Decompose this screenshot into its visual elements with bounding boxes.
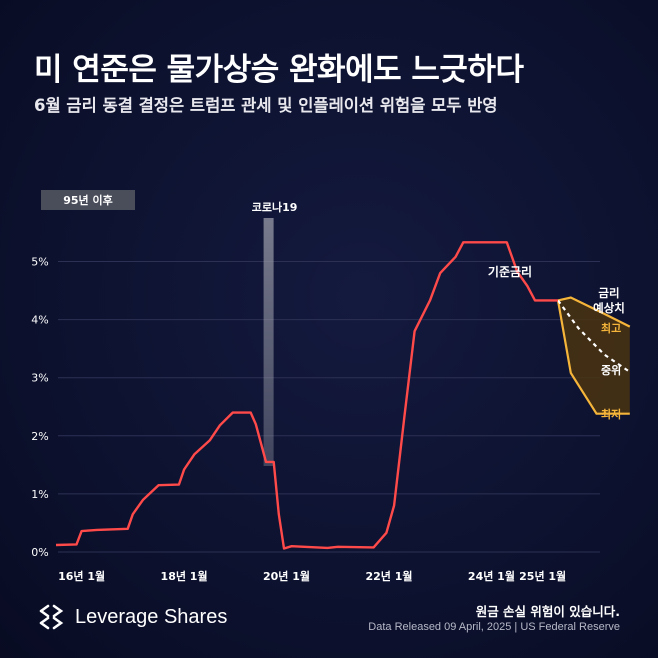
leverage-shares-logo-icon [39, 604, 64, 630]
y-tick-label: 1% [31, 488, 48, 501]
page-title: 미 연준은 물가상승 완화에도 느긋하다 [34, 52, 524, 88]
x-tick-label: 20년 1월 [263, 569, 310, 583]
x-tick-label: 22년 1월 [365, 569, 412, 583]
series-layer [55, 241, 558, 550]
badge-label: 95년 이후 [63, 193, 113, 207]
projection-title-line1: 금리 [598, 286, 619, 300]
chart-labels: 0% 1% 2% 3% 4% 5% 16년 1월 18년 1월 20년 1월 22년 1월 24년 … [31, 190, 625, 583]
y-tick-label: 2% [31, 430, 48, 443]
badge-background [41, 190, 135, 210]
projection-title-line2: 예상치 [593, 301, 625, 315]
page-subtitle: 6월 금리 동결 결정은 트럼프 관세 및 인플레이션 위험을 모두 반영 [34, 96, 498, 115]
y-tick-label: 5% [31, 255, 48, 268]
projection-median-line [557, 299, 631, 373]
projection-low-label: 최저 [601, 407, 621, 421]
data-source: Data Released 09 April, 2025 | US Federa… [368, 621, 620, 633]
brand-logo: Leverage Shares [36, 602, 227, 632]
x-tick-label: 18년 1월 [161, 569, 208, 583]
covid-label: 코로나19 [252, 200, 298, 214]
since-1995-badge: 95년 이후 [41, 190, 135, 210]
covid-period-bar [263, 218, 274, 466]
y-tick-label: 0% [31, 546, 48, 559]
covid-marker [263, 218, 274, 466]
projection-high-line [557, 296, 631, 328]
x-tick-label: 16년 1월 [58, 569, 105, 583]
projection-band [556, 296, 631, 415]
policy-rate-line [55, 241, 558, 550]
risk-disclaimer: 원금 손실 위험이 있습니다. [475, 604, 620, 619]
x-tick-label: 24년 1월 [468, 569, 515, 583]
gridlines [58, 260, 600, 553]
y-tick-label: 3% [31, 372, 48, 385]
x-tick-label: 25년 1월 [519, 569, 566, 583]
y-tick-label: 4% [31, 314, 48, 327]
brand-name: Leverage Shares [75, 605, 228, 628]
projection-median-label: 중위 [601, 364, 621, 377]
projection-low-line [556, 300, 630, 415]
projection-range-fill [558, 297, 630, 414]
series-label: 기준금리 [488, 264, 532, 279]
projection-high-label: 최고 [601, 321, 621, 335]
